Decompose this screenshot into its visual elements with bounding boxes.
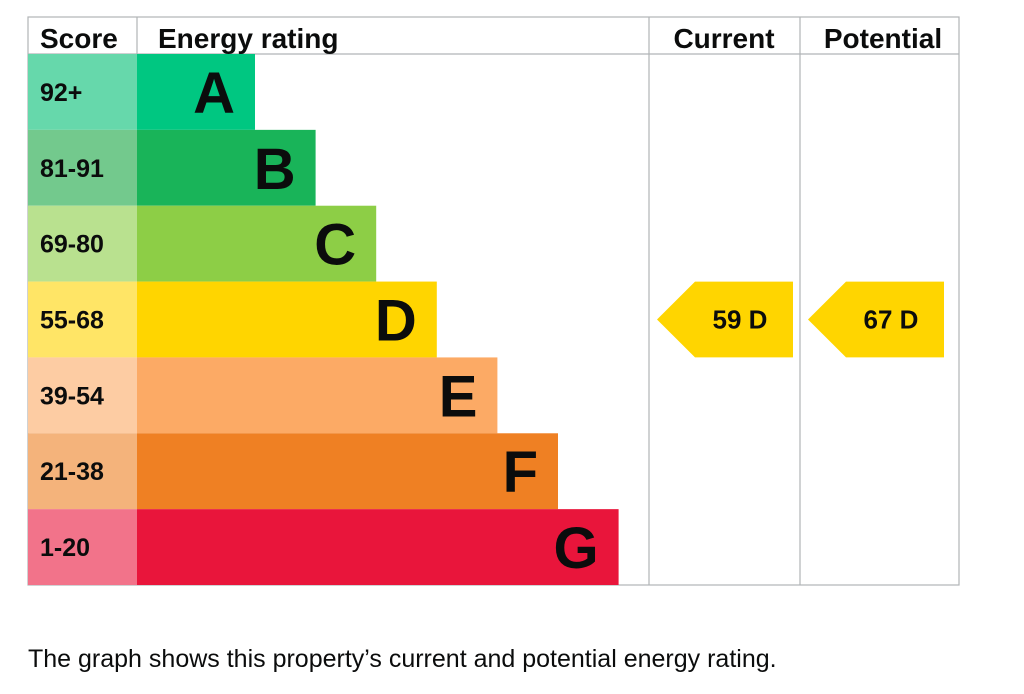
score-cell-d xyxy=(28,281,137,358)
band-letter-b: B xyxy=(254,137,296,202)
band-bar-b xyxy=(137,129,316,206)
potential-rating-label: 67 D xyxy=(864,304,919,334)
score-cell-f xyxy=(28,433,137,510)
score-cell-g xyxy=(28,509,137,585)
band-bar-c xyxy=(137,205,377,282)
score-range-a: 92+ xyxy=(40,79,82,107)
score-cell-a xyxy=(28,54,137,130)
band-letter-f: F xyxy=(503,440,538,505)
band-letter-a: A xyxy=(193,61,235,126)
score-range-c: 69-80 xyxy=(40,231,104,259)
energy-rating-chart: 92+ A81-91 B69-80 C55-68 D39-54 E21-38 F1-20 G … xyxy=(27,16,960,586)
potential-arrow xyxy=(808,281,944,358)
band-bar-f xyxy=(137,433,558,510)
score-range-f: 21-38 xyxy=(40,458,104,486)
band-bar-d xyxy=(137,281,437,358)
chart-headers: Score Energy rating Current Potential xyxy=(40,23,942,54)
band-letter-e: E xyxy=(439,364,478,429)
score-range-g: 1-20 xyxy=(40,534,90,562)
current-arrow xyxy=(657,281,793,358)
current-rating-label: 59 D xyxy=(713,304,768,334)
score-cell-c xyxy=(28,205,137,282)
band-letter-d: D xyxy=(375,288,417,353)
chart-caption: The graph shows this property’s current … xyxy=(28,645,777,673)
band-letter-c: C xyxy=(314,213,356,278)
score-header: Score xyxy=(40,23,118,54)
rating-markers: 59 D 67 D xyxy=(657,281,944,358)
band-letter-g: G xyxy=(553,516,598,581)
band-bar-e xyxy=(137,357,498,434)
current-header: Current xyxy=(673,23,774,54)
score-range-d: 55-68 xyxy=(40,306,104,334)
potential-header: Potential xyxy=(824,23,942,54)
energy-rating-header: Energy rating xyxy=(158,23,338,54)
score-cell-b xyxy=(28,129,137,206)
score-cell-e xyxy=(28,357,137,434)
score-range-e: 39-54 xyxy=(40,382,104,410)
score-range-b: 81-91 xyxy=(40,155,104,183)
band-bar-a xyxy=(137,54,255,130)
band-bar-g xyxy=(137,509,619,585)
chart-bands: 92+ A 81-91 B 69-80 C 55-68 D 39-54 E 21-38 F 1-20 G xyxy=(28,54,619,585)
